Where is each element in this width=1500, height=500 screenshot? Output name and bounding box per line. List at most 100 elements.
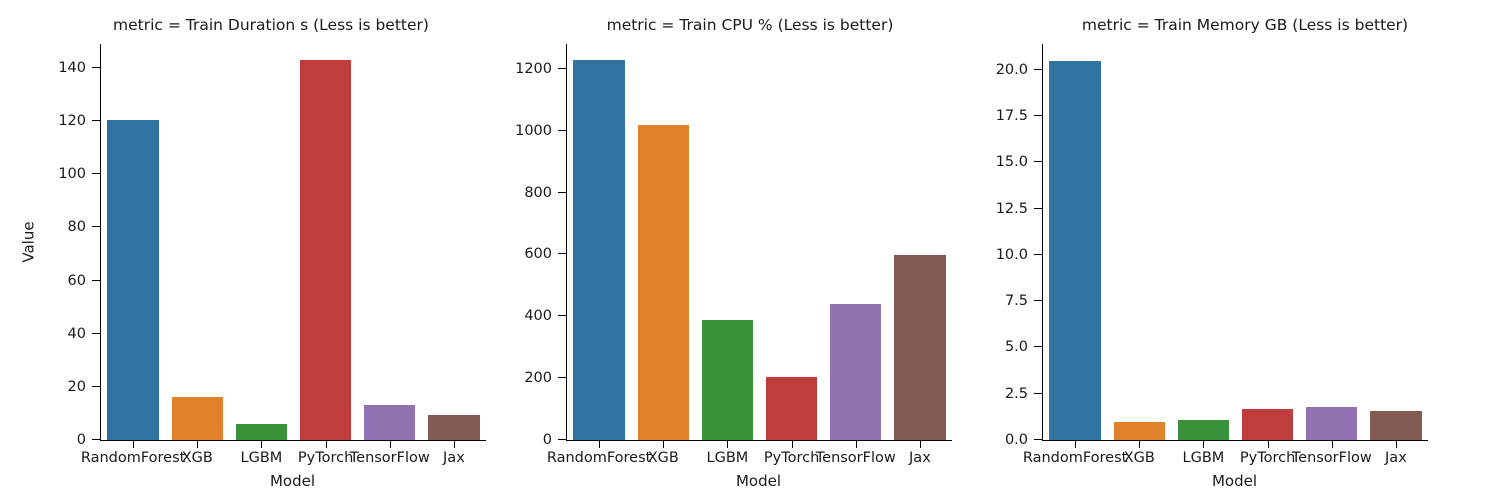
x-axis-tick (1395, 440, 1397, 448)
x-axis-tick (1203, 440, 1205, 448)
y-axis-tick-label: 60 (67, 272, 86, 289)
y-axis-tick: 400 (524, 308, 567, 324)
y-axis-tick-label: 120 (58, 113, 86, 130)
x-axis-tick (1267, 440, 1269, 448)
y-axis-tick: 12.5 (996, 201, 1043, 217)
y-axis-tick: 15.0 (996, 154, 1043, 170)
x-axis-tick (1139, 440, 1141, 448)
x-axis-tick (389, 440, 391, 448)
y-axis-tick: 0.0 (1005, 432, 1043, 448)
x-axis-tick (727, 440, 729, 448)
y-axis-tick: 1200 (515, 61, 567, 77)
y-axis-tick-label: 800 (524, 184, 552, 201)
bar-randomforest (107, 119, 159, 440)
y-axis-tick-label: 1200 (515, 60, 552, 77)
y-axis-tick-label: 17.5 (995, 108, 1028, 125)
bar-randomforest (573, 60, 625, 440)
y-axis-tick: 800 (524, 185, 567, 201)
plot-area-0: 0 20 40 60 80 100 120 140 RandomForest XGB LGBM PyT… (58, 44, 486, 466)
x-axis-tick (919, 440, 921, 448)
y-axis-tick: 10.0 (996, 247, 1043, 263)
y-axis-label-0: Value (19, 221, 38, 263)
plot-area-2: 0.0 2.5 5.0 7.5 10.0 12.5 15.0 17.5 20.0 RandomFo… (996, 44, 1428, 466)
x-axis-tick-label-xgb: XGB (647, 450, 679, 466)
x-axis-tick-label-jax: Jax (909, 450, 931, 466)
bar-lgbm (701, 319, 754, 440)
x-axis-tick (1075, 440, 1077, 448)
x-axis-tick (325, 440, 327, 448)
bar-lgbm (235, 424, 288, 440)
y-axis-tick: 600 (524, 246, 567, 262)
y-axis-tick: 0 (543, 432, 567, 448)
y-axis-tick-label: 1000 (515, 122, 552, 139)
y-axis-tick-label: 0 (76, 432, 86, 448)
bar-xgb (171, 397, 223, 440)
y-axis-tick-label: 5.0 (1004, 339, 1028, 356)
y-axis-tick: 7.5 (1005, 293, 1043, 309)
x-axis-tick-label-lgbm: LGBM (1182, 450, 1225, 466)
bar-jax (1370, 411, 1422, 440)
facet-title-0: metric = Train Duration s (Less is bette… (113, 16, 429, 34)
x-axis-tick-label-tensorflow: TensorFlow (349, 450, 430, 466)
facet-panel-0: metric = Train Duration s (Less is bette… (0, 0, 500, 500)
y-axis-tick-label: 0.0 (1004, 432, 1028, 448)
x-axis-tick (663, 440, 665, 448)
x-axis-tick-label-tensorflow: TensorFlow (815, 450, 896, 466)
y-axis-tick-label: 7.5 (1004, 293, 1028, 310)
y-axis-tick: 200 (524, 370, 567, 386)
x-axis-label-1: Model (735, 472, 782, 490)
facet-title-1: metric = Train CPU % (Less is better) (606, 16, 894, 34)
bar-xgb (1113, 421, 1165, 440)
bar-jax (894, 255, 946, 440)
y-axis-tick-label: 80 (67, 219, 86, 236)
x-axis-tick-label-tensorflow: TensorFlow (1291, 450, 1372, 466)
y-axis-tick: 120 (58, 113, 101, 129)
x-axis-tick-label-pytorch: PyTorch (297, 450, 354, 466)
x-axis-tick-label-pytorch: PyTorch (1239, 450, 1296, 466)
x-axis-tick-label-xgb: XGB (181, 450, 213, 466)
x-axis-tick (261, 440, 263, 448)
bar-tensorflow (830, 303, 882, 440)
x-axis-tick (855, 440, 857, 448)
x-axis-tick-label-lgbm: LGBM (240, 450, 283, 466)
y-axis-tick-label: 20.0 (995, 61, 1028, 78)
facet-panel-1: metric = Train CPU % (Less is better) 0 2… (500, 0, 970, 500)
x-axis-tick (791, 440, 793, 448)
x-axis-tick-label-randomforest: RandomForest (546, 450, 652, 466)
bar-pytorch (765, 376, 818, 440)
x-axis-tick (453, 440, 455, 448)
bar-pytorch (1241, 408, 1294, 440)
bar-jax (428, 414, 480, 440)
y-axis-tick: 40 (68, 326, 101, 342)
y-axis-tick: 100 (58, 166, 101, 182)
bar-tensorflow (1306, 406, 1358, 440)
y-axis-tick-label: 400 (524, 308, 552, 325)
x-axis-label-2: Model (1211, 472, 1258, 490)
y-axis-tick-label: 100 (58, 166, 86, 183)
x-axis-tick-label-jax: Jax (1385, 450, 1407, 466)
bar-xgb (637, 125, 689, 440)
y-axis-tick-label: 2.5 (1004, 385, 1028, 402)
y-axis-tick: 60 (68, 273, 101, 289)
y-axis-tick-label: 140 (58, 59, 86, 76)
y-axis-tick-label: 200 (524, 370, 552, 387)
y-axis-tick: 20 (68, 379, 101, 395)
x-axis-tick-label-xgb: XGB (1123, 450, 1155, 466)
x-axis-tick (197, 440, 199, 448)
x-axis-tick (133, 440, 135, 448)
y-axis-tick: 17.5 (996, 108, 1043, 124)
facet-title-2: metric = Train Memory GB (Less is better… (1081, 16, 1409, 34)
y-axis-tick: 1000 (515, 123, 567, 139)
y-axis-tick-label: 40 (67, 325, 86, 342)
x-axis-tick-label-pytorch: PyTorch (763, 450, 820, 466)
x-axis-tick-label-jax: Jax (443, 450, 465, 466)
y-axis-tick: 2.5 (1005, 386, 1043, 402)
bar-tensorflow (364, 405, 416, 440)
x-axis-tick (599, 440, 601, 448)
x-axis-tick (1331, 440, 1333, 448)
y-axis-tick-label: 15.0 (995, 154, 1028, 171)
y-axis-tick: 20.0 (996, 62, 1043, 78)
bar-lgbm (1177, 419, 1230, 440)
x-axis-tick-label-randomforest: RandomForest (1022, 450, 1128, 466)
